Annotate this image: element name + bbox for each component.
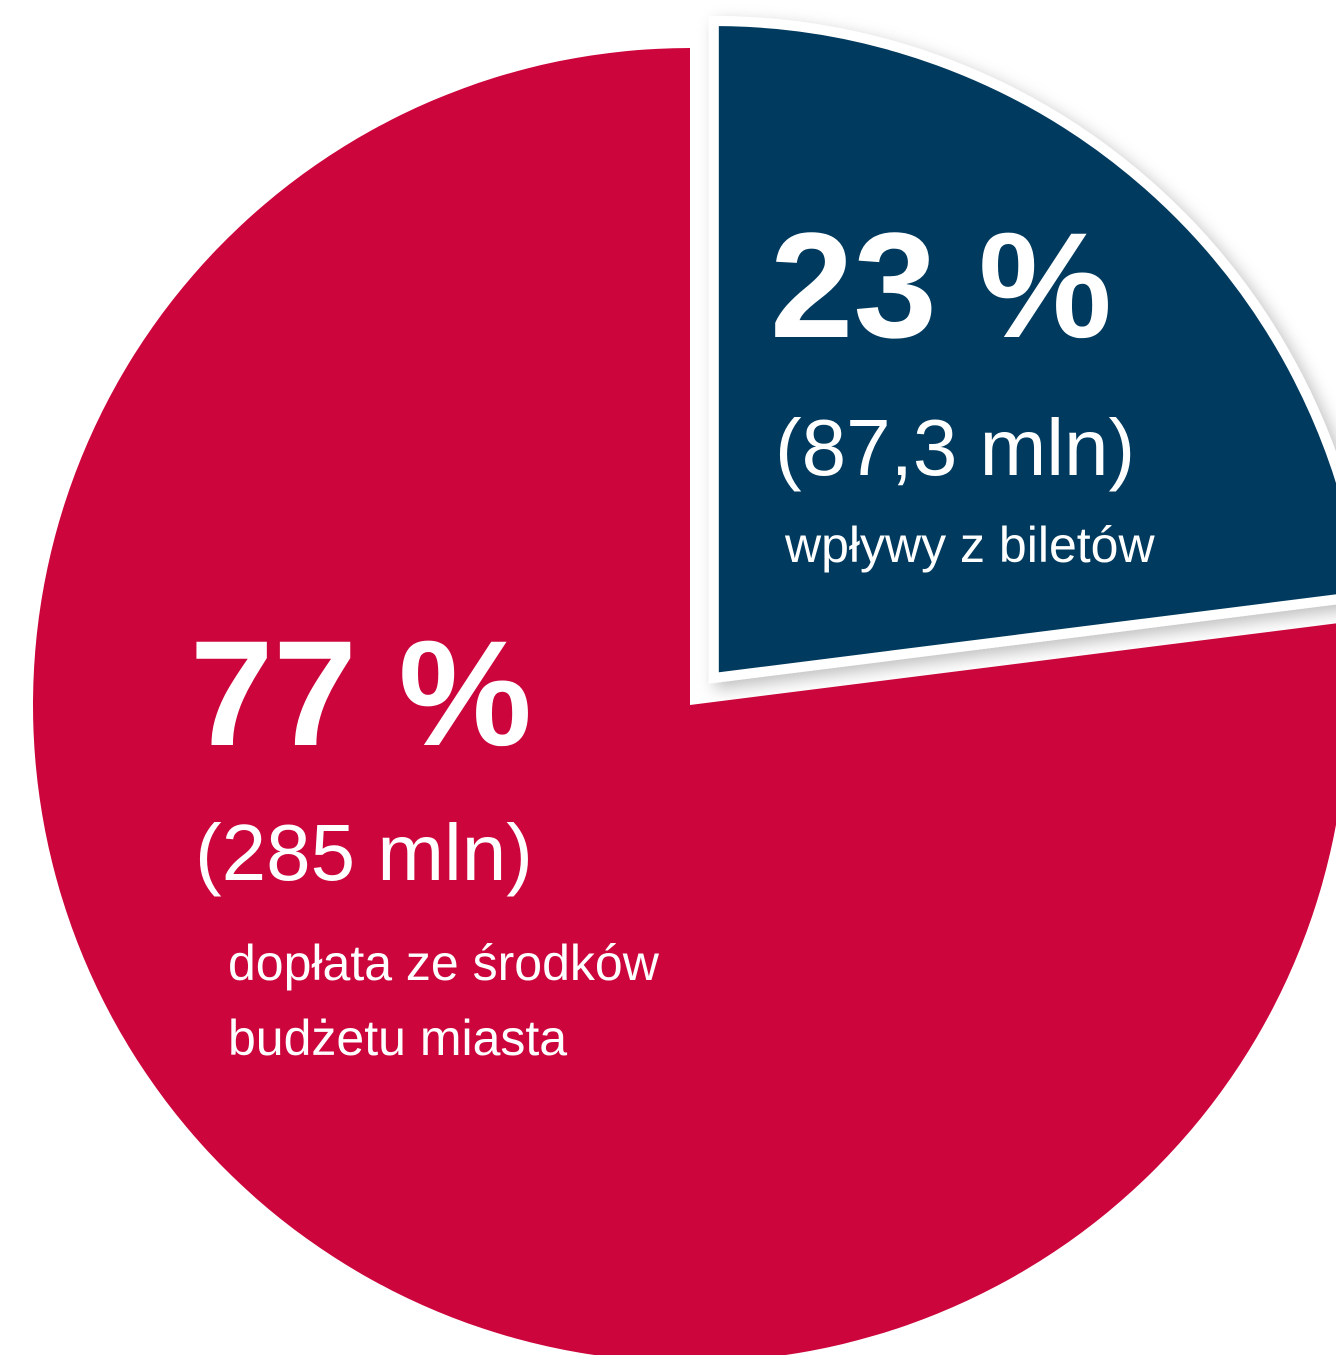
category-label: wpływy z biletów <box>784 517 1155 573</box>
percent-label: 77 % <box>190 609 532 777</box>
pie-slice <box>33 48 1336 1355</box>
category-label: dopłata ze środków <box>228 935 660 991</box>
percent-label: 23 % <box>770 201 1112 369</box>
category-label: budżetu miasta <box>228 1010 567 1066</box>
pie-slice <box>708 15 1336 684</box>
amount-label: (285 mln) <box>195 808 533 897</box>
amount-label: (87,3 mln) <box>775 403 1135 492</box>
